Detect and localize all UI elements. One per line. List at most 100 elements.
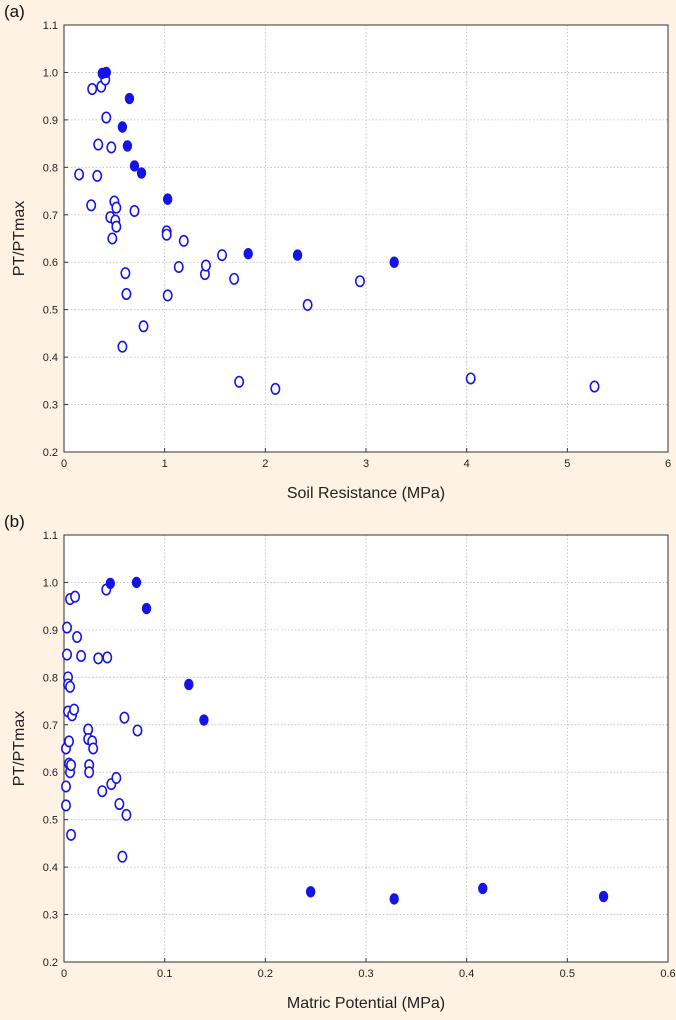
x-tick-label: 4: [464, 458, 470, 470]
y-axis-label: PT/PTmax: [11, 201, 28, 277]
x-tick-label: 0.4: [459, 968, 474, 980]
data-point-open: [87, 83, 98, 96]
data-point-filled: [131, 576, 142, 589]
y-tick-label: 0.6: [43, 257, 58, 269]
x-tick-label: 0.6: [660, 968, 675, 980]
data-point-filled: [243, 247, 253, 260]
data-point-filled: [292, 249, 303, 261]
data-point-open: [117, 340, 128, 353]
x-tick-label: 0: [61, 458, 67, 470]
data-point-open: [111, 220, 122, 233]
data-point-open: [64, 735, 75, 748]
y-tick-label: 0.3: [43, 910, 58, 922]
data-point-open: [66, 759, 77, 772]
y-tick-label: 1.0: [43, 67, 58, 79]
chart-panel-b: (b) 0 0.1 0.2 0.3 0.4 0.5 0.6 0.2 0.3 0.4 0.5 0.6 0.…: [0, 510, 676, 1020]
data-point-open: [76, 649, 87, 662]
scatter-plot-b: 0 0.1 0.2 0.3 0.4 0.5 0.6 0.2 0.3 0.4 0.5 0.6 0.7 0.8…: [11, 530, 676, 1012]
data-point-open: [65, 680, 76, 693]
data-point-filled: [117, 121, 128, 133]
x-tick-label: 3: [363, 458, 369, 470]
x-tick-label: 0.3: [358, 968, 373, 980]
data-point-open: [120, 267, 131, 280]
y-tick-label: 0.8: [43, 162, 58, 174]
scatter-plot-a: 0 1 2 3 4 5 6 0.2 0.3 0.4 0.5 0.6 0.7 0.8 0.9 1.0 1.1 Soi…: [11, 20, 671, 502]
data-point-open: [132, 724, 143, 737]
y-tick-label: 1.0: [43, 577, 58, 589]
data-point-open: [217, 249, 228, 262]
y-tick-label: 0.6: [43, 767, 58, 779]
panel-label-b: (b): [4, 512, 25, 531]
data-point-open: [178, 234, 189, 247]
data-point-open: [173, 260, 184, 273]
data-point-open: [138, 320, 149, 333]
x-axis-label: Matric Potential (MPa): [287, 995, 445, 1012]
y-axis-label: PT/PTmax: [11, 711, 28, 787]
data-point-open: [61, 799, 72, 812]
x-tick-label: 6: [665, 458, 671, 470]
data-point-open: [234, 375, 245, 388]
data-point-open: [66, 828, 77, 841]
data-point-filled: [129, 160, 140, 172]
y-tick-label: 1.1: [43, 530, 58, 542]
x-tick-label: 0.1: [157, 968, 172, 980]
data-point-open: [229, 272, 240, 285]
y-tick-label: 0.4: [43, 352, 58, 364]
data-point-open: [111, 201, 122, 214]
y-tick-label: 0.5: [43, 815, 58, 827]
data-point-open: [62, 648, 73, 661]
data-point-open: [117, 850, 128, 863]
data-point-filled: [136, 167, 147, 179]
data-point-open: [114, 798, 125, 811]
data-point-filled: [389, 893, 399, 905]
data-point-open: [129, 204, 140, 217]
data-point-filled: [598, 890, 609, 903]
x-tick-label: 1: [162, 458, 168, 470]
data-point-open: [302, 298, 313, 311]
data-point-open: [101, 111, 112, 124]
data-point-filled: [389, 256, 399, 268]
data-point-open: [354, 275, 365, 288]
x-tick-label: 0: [61, 968, 67, 980]
data-point-open: [92, 169, 103, 182]
data-point-open: [97, 785, 108, 798]
data-point-open: [69, 703, 80, 716]
data-point-filled: [122, 140, 133, 152]
data-point-open: [86, 199, 97, 212]
data-point-filled: [305, 886, 316, 898]
data-point-filled: [105, 577, 116, 590]
data-point-open: [93, 138, 104, 151]
data-point-open: [111, 771, 122, 784]
x-tick-label: 5: [564, 458, 570, 470]
panel-label-a: (a): [4, 2, 25, 21]
data-point-open: [465, 372, 476, 385]
data-point-open: [84, 766, 95, 779]
y-tick-label: 0.4: [43, 862, 58, 874]
y-tick-label: 0.2: [43, 447, 58, 459]
plot-frame: [63, 24, 669, 453]
data-point-open: [121, 288, 132, 301]
data-point-filled: [124, 92, 135, 105]
data-point-filled: [101, 66, 111, 79]
x-tick-label: 0.2: [258, 968, 273, 980]
data-point-open: [107, 232, 118, 245]
data-point-open: [121, 808, 132, 821]
y-tick-label: 0.7: [43, 210, 58, 222]
data-point-open: [270, 382, 281, 395]
y-tick-label: 1.1: [43, 20, 58, 32]
y-tick-label: 0.5: [43, 305, 58, 317]
data-point-filled: [184, 678, 194, 691]
chart-panel-a: (a) 0 1 2 3 4 5 6 0.2 0.3 0.4 0.5 0.6 0.7 0.8 0.9 1.0 1.…: [0, 0, 676, 510]
data-point-open: [161, 228, 172, 241]
data-point-filled: [162, 193, 173, 205]
y-tick-label: 0.7: [43, 720, 58, 732]
x-axis-label: Soil Resistance (MPa): [287, 485, 445, 502]
data-point-open: [106, 141, 117, 154]
y-tick-label: 0.9: [43, 115, 58, 127]
data-point-open: [62, 621, 73, 634]
data-point-open: [88, 742, 99, 755]
data-point-filled: [141, 602, 152, 615]
data-point-filled: [199, 714, 209, 726]
data-point-open: [162, 289, 173, 302]
data-point-filled: [478, 882, 488, 895]
